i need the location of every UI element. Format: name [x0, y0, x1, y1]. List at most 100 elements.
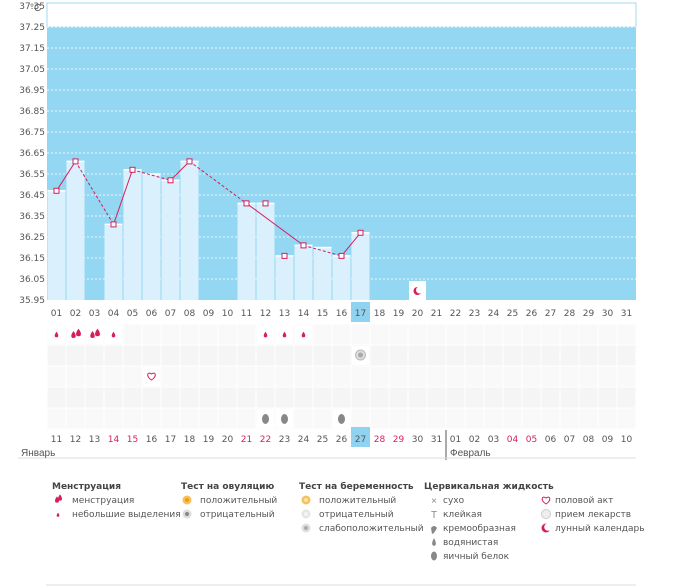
temp-point	[53, 187, 60, 194]
y-tick-label: 36.95	[19, 86, 45, 96]
grid-cell	[522, 324, 541, 345]
drop-icon	[54, 331, 59, 338]
day-label: 03	[89, 309, 100, 319]
grid-cell	[408, 345, 427, 366]
grid-cell	[503, 324, 522, 345]
y-tick-label: 37.25	[19, 23, 45, 33]
heart-icon	[147, 372, 156, 381]
day-label: 16	[336, 309, 348, 319]
grid-cell	[218, 408, 237, 429]
date-label: 05	[526, 435, 537, 445]
grid-cell	[294, 345, 313, 366]
date-label: 08	[583, 435, 595, 445]
day-label: 17	[355, 309, 366, 319]
menstruation-cell	[86, 325, 103, 344]
grid-cell	[427, 387, 446, 408]
grid-cell	[199, 345, 218, 366]
legend-mucus-sticky: клейкая	[443, 510, 482, 520]
grid-cell	[313, 387, 332, 408]
creamy-icon	[431, 526, 437, 534]
grid-cell	[389, 387, 408, 408]
temp-bar	[237, 203, 256, 300]
grid-cell	[256, 345, 275, 366]
temp-bar	[47, 190, 66, 300]
grid-cell	[408, 387, 427, 408]
grid-cell	[313, 324, 332, 345]
grid-cell	[123, 324, 142, 345]
grid-cell	[199, 408, 218, 429]
y-tick-label: 36.85	[19, 107, 45, 117]
line-segment	[113, 169, 133, 225]
temp-bar	[313, 247, 332, 300]
temp-point	[338, 252, 345, 259]
day-label: 11	[241, 309, 252, 319]
grid-cell	[598, 324, 617, 345]
grid-cell	[598, 345, 617, 366]
temp-point	[262, 200, 269, 207]
grid-cell	[427, 366, 446, 387]
grid-cell	[142, 408, 161, 429]
date-label: 11	[51, 435, 62, 445]
grid-cell	[218, 366, 237, 387]
day-label: 08	[184, 309, 196, 319]
day-label: 28	[564, 309, 576, 319]
y-tick-label: 36.35	[19, 212, 45, 222]
grid-cell	[560, 366, 579, 387]
drop-icon	[57, 494, 63, 501]
grid-cell	[180, 387, 199, 408]
drop-icon	[54, 496, 60, 503]
day-label: 05	[127, 309, 138, 319]
grid-cell	[275, 345, 294, 366]
date-label: 09	[602, 435, 614, 445]
line-segment	[246, 202, 304, 246]
grid-cell	[199, 324, 218, 345]
grid-cell	[522, 387, 541, 408]
egg-white-icon	[431, 551, 437, 561]
grid-cell	[142, 345, 161, 366]
grid-cell	[275, 387, 294, 408]
date-label: 04	[507, 435, 519, 445]
grid-cell	[522, 345, 541, 366]
grid-cell	[351, 387, 370, 408]
grid-cell	[47, 366, 66, 387]
day-label: 15	[317, 309, 328, 319]
temp-bar	[161, 180, 180, 300]
temp-bar	[332, 255, 351, 300]
grid-cell	[332, 387, 351, 408]
grid-cell	[142, 324, 161, 345]
pill-icon	[541, 509, 551, 519]
y-axis: °C37.35 37.25 37.15 37.05 36.95 36.85 36.75 36.…	[19, 2, 45, 306]
date-label: 27	[355, 435, 366, 445]
grid-cell	[370, 345, 389, 366]
date-label: 30	[412, 435, 424, 445]
grid-cell	[446, 387, 465, 408]
grid-cell	[237, 345, 256, 366]
drop-icon	[282, 331, 287, 338]
temp-point	[167, 177, 174, 184]
grid-cell	[579, 345, 598, 366]
grid-cell	[465, 324, 484, 345]
grid-cell	[503, 408, 522, 429]
grid-cell	[598, 408, 617, 429]
grid-cell	[484, 408, 503, 429]
grid-cell	[389, 324, 408, 345]
grid-cell	[579, 324, 598, 345]
temp-point	[300, 242, 307, 249]
grid-cell	[446, 324, 465, 345]
grid-cell	[370, 366, 389, 387]
dry-icon: ×	[431, 496, 437, 507]
day-label: 27	[545, 309, 556, 319]
grid-cell	[522, 408, 541, 429]
grid-cell	[598, 387, 617, 408]
y-tick-label: 35.95	[19, 296, 45, 306]
line-segment	[341, 232, 361, 257]
grid-cell	[465, 366, 484, 387]
grid-cell	[560, 408, 579, 429]
grid-cell	[389, 345, 408, 366]
grid-cell	[332, 324, 351, 345]
day-label: 26	[526, 309, 538, 319]
grid-cell	[199, 387, 218, 408]
date-label: 25	[317, 435, 328, 445]
grid-cell	[617, 387, 636, 408]
temp-bar	[66, 161, 85, 300]
